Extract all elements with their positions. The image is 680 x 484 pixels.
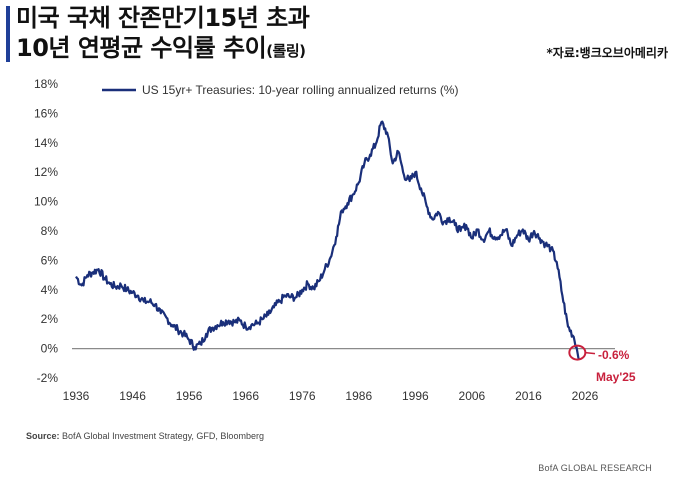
y-tick-label: 16% [34, 106, 58, 120]
chart-legend: US 15yr+ Treasuries: 10-year rolling ann… [102, 83, 458, 97]
source-label: Source: [26, 431, 60, 441]
x-tick-label: 1996 [402, 389, 429, 403]
annotation-date-label: May'25 [596, 370, 636, 384]
chart-axes: -2% 0% 2% 4% 6% 8% 10% 12% 14% 16% 18% 1936 1946 1956… [34, 77, 615, 403]
source-text: BofA Global Investment Strategy, GFD, Bl… [62, 431, 264, 441]
x-tick-label: 2016 [515, 389, 542, 403]
legend-label: US 15yr+ Treasuries: 10-year rolling ann… [142, 83, 458, 97]
annotation-value-label: -0.6% [598, 348, 630, 362]
y-tick-label: 0% [41, 342, 59, 356]
x-tick-label: 1986 [345, 389, 372, 403]
title-line-2: 10년 연평균 수익률 추이 [16, 34, 267, 62]
y-tick-label: 14% [34, 136, 58, 150]
y-tick-label: 8% [41, 224, 59, 238]
x-tick-label: 1956 [176, 389, 203, 403]
x-tick-label: 1936 [63, 389, 90, 403]
x-tick-label: 2006 [459, 389, 486, 403]
x-tick-label: 1976 [289, 389, 316, 403]
series-line [75, 120, 580, 360]
y-tick-label: 12% [34, 165, 58, 179]
chart-source-note: Source: BofA Global Investment Strategy,… [26, 431, 264, 441]
chart-annotation: -0.6% May'25 [568, 344, 636, 384]
title-accent-bar [6, 6, 10, 62]
chart-plot-area [75, 120, 580, 360]
y-tick-label: 4% [41, 283, 59, 297]
y-tick-label: -2% [37, 371, 59, 385]
source-tag: *자료:뱅크오브아메리카 [546, 46, 668, 60]
y-tick-label: 2% [41, 312, 59, 326]
page-title: 미국 국채 잔존만기15년 초과 10년 연평균 수익률 추이(롤링) [16, 3, 310, 66]
annotation-leader [585, 351, 596, 355]
x-tick-label: 1946 [119, 389, 146, 403]
y-tick-label: 10% [34, 195, 58, 209]
brand-label: BofA GLOBAL RESEARCH [538, 463, 652, 473]
y-tick-label: 6% [41, 253, 59, 267]
y-tick-label: 18% [34, 77, 58, 91]
title-suffix: (롤링) [266, 42, 306, 60]
title-line-1: 미국 국채 잔존만기15년 초과 [16, 4, 310, 32]
x-tick-label: 1966 [232, 389, 259, 403]
x-tick-label: 2026 [572, 389, 599, 403]
